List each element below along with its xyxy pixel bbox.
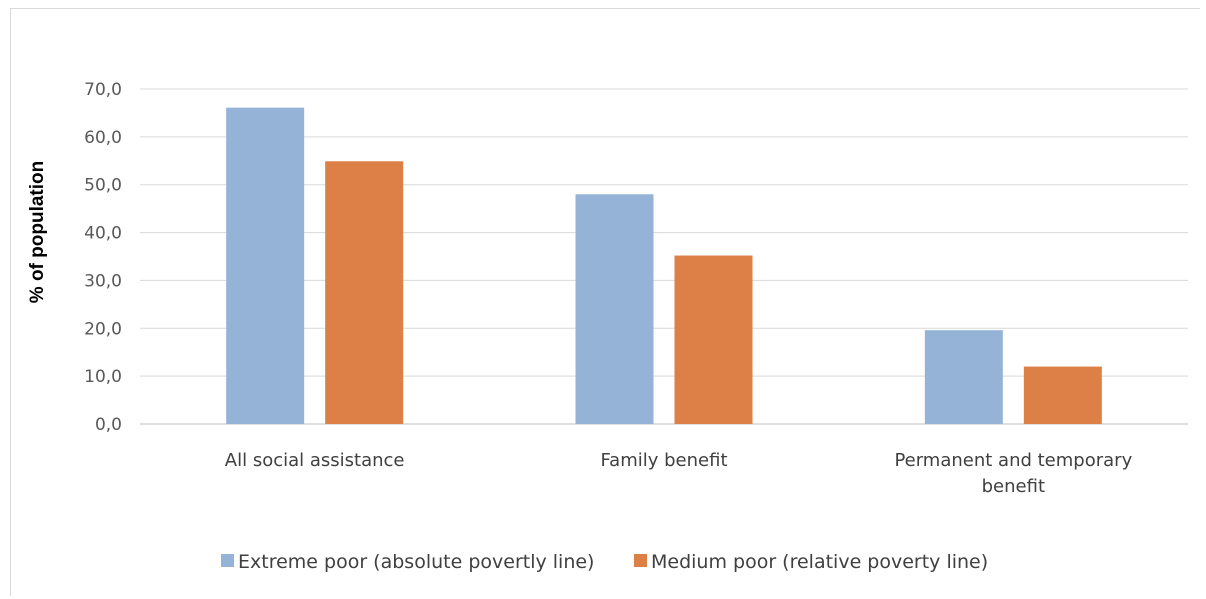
y-tick-label: 30,0 (84, 271, 122, 291)
y-tick-label: 40,0 (84, 224, 122, 244)
legend-extreme-poor-swatch (221, 554, 234, 567)
bar-extreme-poor (575, 194, 654, 424)
y-tick-label: 10,0 (84, 367, 122, 387)
gridlines (140, 88, 1188, 425)
x-category-label: benefit (982, 476, 1045, 497)
bar-medium-poor (674, 255, 753, 424)
legend-medium-poor-label: Medium poor (relative poverty line) (651, 551, 988, 573)
bars (226, 107, 1102, 425)
chart-frame (10, 8, 1200, 596)
bar-medium-poor (325, 161, 404, 424)
legend: Extreme poor (absolute povertly line) Med… (221, 551, 988, 573)
bar-extreme-poor (924, 330, 1003, 424)
y-axis-ticks: 0,0 10,0 20,0 30,0 40,0 50,0 60,0 70,0 (84, 80, 122, 435)
y-tick-label: 50,0 (84, 176, 122, 196)
bar-medium-poor (1023, 366, 1102, 424)
y-tick-label: 20,0 (84, 319, 122, 339)
x-axis-categories: All social assistance Family benefit Perma… (225, 450, 1133, 497)
bar-extreme-poor (226, 107, 305, 425)
y-axis-label: % of population (27, 161, 48, 303)
x-category-label: Permanent and temporary (894, 450, 1132, 471)
y-tick-label: 0,0 (95, 415, 122, 435)
legend-medium-poor-swatch (634, 554, 647, 567)
legend-extreme-poor-label: Extreme poor (absolute povertly line) (238, 551, 594, 573)
x-category-label: Family benefit (600, 450, 727, 471)
y-tick-label: 70,0 (84, 80, 122, 100)
y-tick-label: 60,0 (84, 128, 122, 148)
x-category-label: All social assistance (225, 450, 405, 471)
